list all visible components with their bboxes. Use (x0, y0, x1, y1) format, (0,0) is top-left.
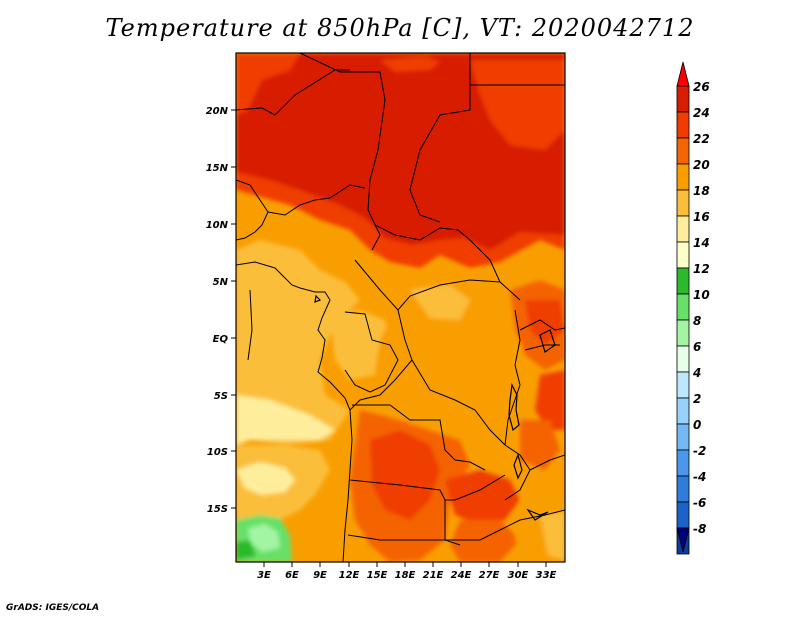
lon-label: 6E (285, 570, 299, 581)
lat-label: 5S (214, 391, 228, 402)
lon-label: 3E (257, 570, 271, 581)
colorbar-swatch (676, 319, 690, 347)
lon-label: 21E (423, 570, 444, 581)
lat-label: 15N (206, 163, 229, 174)
lat-label: EQ (213, 334, 229, 345)
map-frame (235, 52, 566, 563)
lon-label: 33E (536, 570, 557, 581)
colorbar-swatch (676, 85, 690, 113)
colorbar-label: 20 (693, 158, 710, 172)
colorbar-label: 24 (693, 106, 710, 120)
lon-label: 24E (451, 570, 472, 581)
lakes (314, 294, 556, 521)
colorbar-swatch (676, 215, 690, 243)
lat-label: 5N (213, 277, 229, 288)
colorbar-swatch (676, 61, 690, 87)
colorbar-label: -8 (693, 522, 706, 536)
colorbar-swatch (676, 111, 690, 139)
colorbar-label: -6 (693, 496, 706, 510)
colorbar-label: 18 (693, 184, 710, 198)
colorbar-swatch (676, 345, 690, 373)
lon-label: 30E (508, 570, 529, 581)
colorbar-swatch (676, 449, 690, 477)
colorbar-label: 0 (693, 418, 701, 432)
lat-label: 15S (207, 504, 228, 515)
colorbar-label: 2 (693, 392, 701, 406)
grads-credit: GrADS: IGES/COLA (6, 603, 100, 613)
colorbar-swatch (676, 189, 690, 217)
colorbar-label: 4 (692, 366, 701, 380)
colorbar-swatch (676, 371, 690, 399)
lon-label: 18E (395, 570, 416, 581)
lat-label: 10S (207, 447, 228, 458)
colorbar-label: 10 (693, 288, 710, 302)
lon-label: 15E (367, 570, 388, 581)
colorbar-label: 14 (693, 236, 710, 250)
axis-ticks (231, 109, 547, 567)
colorbar-label: -4 (693, 470, 706, 484)
colorbar-label: 16 (693, 210, 710, 224)
colorbar-swatch (676, 423, 690, 451)
colorbar-swatch (676, 475, 690, 503)
colorbar-swatch (676, 527, 690, 553)
colorbar-label: 26 (693, 80, 710, 94)
colorbar-swatch (676, 267, 690, 295)
colorbar-label: 22 (693, 132, 710, 146)
lon-label: 12E (339, 570, 360, 581)
lon-label: 27E (479, 570, 500, 581)
map-title: Temperature at 850hPa [C], VT: 202004271… (105, 14, 695, 42)
country-borders (236, 53, 565, 562)
colorbar-label: -2 (693, 444, 706, 458)
colorbar-swatch (676, 293, 690, 321)
lon-label: 9E (313, 570, 327, 581)
colorbar-label: 8 (693, 314, 701, 328)
colorbar-label: 12 (693, 262, 710, 276)
colorbar (676, 61, 690, 555)
colorbar-swatch (676, 137, 690, 165)
colorbar-swatch (676, 241, 690, 269)
colorbar-swatch (676, 163, 690, 191)
colorbar-label: 6 (693, 340, 701, 354)
colorbar-swatch (676, 397, 690, 425)
colorbar-swatch (676, 501, 690, 529)
lat-label: 10N (206, 220, 229, 231)
lat-label: 20N (206, 106, 229, 117)
